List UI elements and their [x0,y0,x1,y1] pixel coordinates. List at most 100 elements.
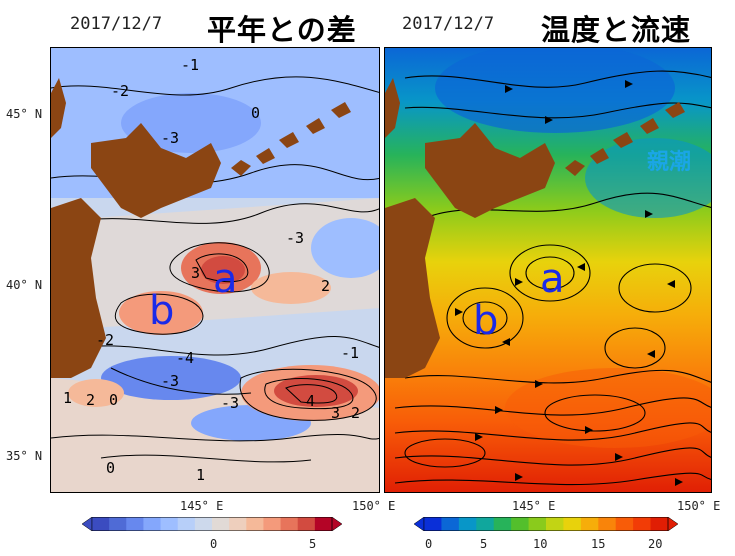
contour-label: -1 [181,56,199,74]
colorbar-segment [177,517,196,531]
land-areas [385,78,685,378]
warm-water-patch [505,368,711,448]
island [613,132,633,148]
colorbar-cap-low [413,516,425,532]
colorbar-segment [297,517,316,531]
region-label-a: a [540,256,565,302]
colorbar-segment [280,517,299,531]
contour-label: -3 [161,372,179,390]
colorbar-segment [650,517,669,531]
left-lat-40: 40° N [6,278,43,292]
colorbar-segment [92,517,110,531]
contour-label: 4 [306,392,315,410]
contour-label: 2 [351,404,360,422]
contour-label: 3 [331,404,340,422]
sakhalin [385,78,400,138]
contour-label: -2 [111,82,129,100]
warm-anomaly-south-core [274,375,358,407]
colorbar-cap-low [81,516,93,532]
colorbar-segment [476,517,495,531]
left-title: 平年との差 [207,13,357,47]
colorbar-segment [160,517,179,531]
colorbar-segment [441,517,460,531]
colorbar-segment [246,517,264,531]
colorbar-segment [633,517,652,531]
island [306,118,325,134]
contour-label: 2 [86,391,95,409]
contour-label: -3 [286,229,304,247]
island [256,148,275,164]
temperature-colorbar [413,516,679,532]
colorbar-segment [109,517,127,531]
left-lon-150: 150° E [352,499,396,513]
hokkaido [425,123,555,218]
island [640,118,659,134]
contour-label: 0 [109,391,118,409]
right-date: 2017/12/7 [402,14,495,34]
colorbar-segment [563,517,582,531]
right-colorbar-tick-5: 5 [480,537,488,551]
contour-label: -1 [341,344,359,362]
colorbar-frame [423,517,669,531]
colorbar-segment [493,517,512,531]
region-label-b: b [149,288,175,334]
left-colorbar-tick-5: 5 [309,537,317,551]
warm-eddy-b [119,291,203,335]
colorbar-segment [212,517,230,531]
temperature-current-map: 親潮 a b [384,47,712,493]
left-lat-35: 35° N [6,449,43,463]
island [231,160,251,176]
colorbar-segment [229,517,247,531]
contour-label: 0 [251,104,260,122]
left-lon-145: 145° E [180,499,224,513]
sakhalin [51,78,66,138]
cold-anomaly-blob [121,93,261,153]
colorbar-segment [126,517,144,531]
right-colorbar-tick-15: 15 [591,537,606,551]
region-label-a: a [213,256,238,302]
contour-label: -3 [161,129,179,147]
warm-anomaly-blob [68,379,124,407]
contour-label: 0 [106,459,115,477]
colorbar-segment [511,517,530,531]
colorbar-cap-high [667,516,679,532]
colorbar-segment [598,517,617,531]
colorbar-segment [528,517,547,531]
region-label-b: b [473,298,499,344]
colorbar-segment [314,517,333,531]
cold-water-patch [435,48,675,133]
anomaly-colorbar [81,516,343,532]
warm-eddy-a-core [201,256,245,284]
warm-anomaly-blob [251,272,331,304]
colorbar-cap-high [331,516,343,532]
colorbar-segment [263,517,282,531]
colorbar-segment [458,517,477,531]
cold-anomaly-blob [311,218,379,278]
colorbar-segment [546,517,564,531]
contour-label: -2 [96,331,114,349]
anomaly-map: -1 -2 -3 0 -3 3 2 -2 -4 -3 -1 1 2 0 -3 4… [50,47,380,493]
contour-label: -4 [176,349,194,367]
island [590,148,609,164]
colorbar-segment [615,517,634,531]
colorbar-segment [194,517,213,531]
island [665,102,685,118]
right-title: 温度と流速 [541,13,692,47]
oyashio-label: 親潮 [647,150,692,175]
right-lon-edge: E [388,499,396,513]
right-colorbar-tick-10: 10 [533,537,548,551]
left-lat-45: 45° N [6,107,43,121]
current-arrows [425,80,683,486]
left-date: 2017/12/7 [70,14,163,34]
honshu [51,198,106,378]
right-lon-145: 145° E [512,499,556,513]
right-lon-150: 150° E [677,499,721,513]
hokkaido [91,123,221,218]
contour-label: 3 [191,264,200,282]
contour-label: -3 [221,394,239,412]
colorbar-segment [424,517,442,531]
left-colorbar-tick-0: 0 [210,537,218,551]
contour-label: 1 [63,389,72,407]
contour-label: 2 [321,277,330,295]
land-areas [51,78,351,378]
